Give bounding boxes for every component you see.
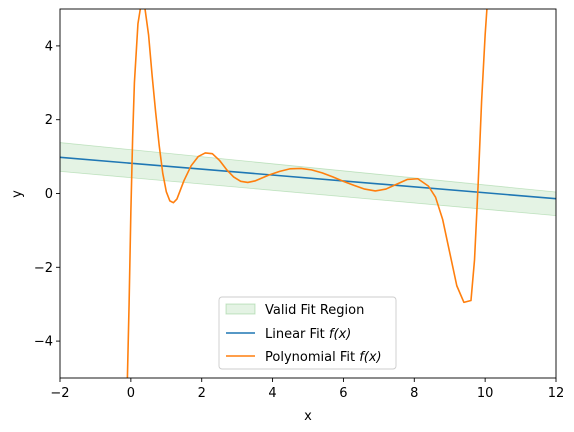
y-tick-label: 4 xyxy=(45,39,53,54)
legend-label-polynomial-fit: Polynomial Fit f(x) xyxy=(265,350,382,365)
x-tick-label: 10 xyxy=(477,386,494,401)
plot-content xyxy=(60,9,556,378)
valid-fit-region-band xyxy=(60,142,556,217)
x-tick-label: 2 xyxy=(198,386,206,401)
legend-box xyxy=(218,296,397,370)
x-tick-label: 6 xyxy=(339,386,347,401)
legend-swatch-valid-fit-region xyxy=(225,303,256,315)
legend: Valid Fit Region Linear Fit f(x) Polynom… xyxy=(218,296,397,370)
x-tick-label: 12 xyxy=(548,386,565,401)
y-axis-ticks: −4 −2 0 2 4 xyxy=(34,39,60,350)
x-tick-label: −2 xyxy=(50,386,69,401)
x-axis-ticks: −2 0 2 4 6 8 10 12 xyxy=(50,378,564,401)
legend-label-linear-fit: Linear Fit f(x) xyxy=(265,327,351,342)
y-tick-label: −4 xyxy=(34,335,53,350)
x-tick-label: 4 xyxy=(268,386,276,401)
x-axis-label: x xyxy=(304,409,312,424)
y-tick-label: 2 xyxy=(45,113,53,128)
legend-label-valid-fit-region: Valid Fit Region xyxy=(265,303,364,318)
y-tick-label: −2 xyxy=(34,261,53,276)
series-polynomial-fit-line xyxy=(126,9,488,378)
y-tick-label: 0 xyxy=(45,187,53,202)
x-tick-label: 0 xyxy=(127,386,135,401)
x-tick-label: 8 xyxy=(410,386,418,401)
series-linear-fit-line xyxy=(60,156,556,200)
y-axis-label: y xyxy=(10,190,25,198)
